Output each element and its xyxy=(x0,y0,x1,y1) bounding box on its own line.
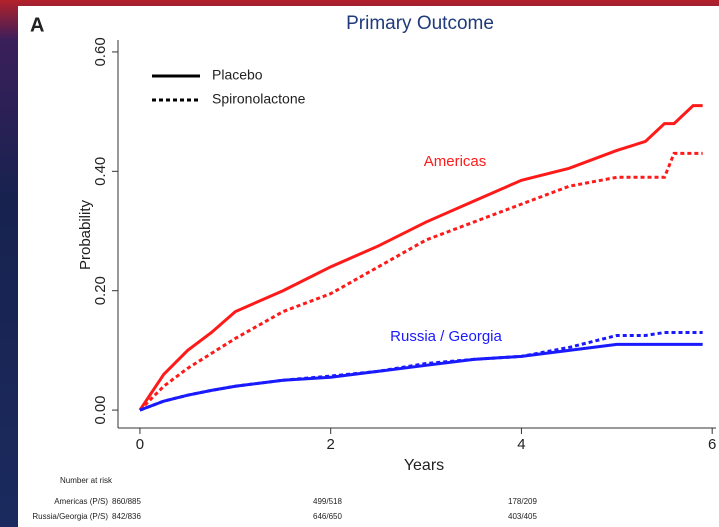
chart-title: Primary Outcome xyxy=(346,13,494,34)
risk-value: 646/650 xyxy=(313,512,342,521)
risk-value: 842/836 xyxy=(112,512,141,521)
annotation: Russia / Georgia xyxy=(390,328,502,345)
risk-row-label: Americas (P/S) xyxy=(54,497,108,506)
y-tick-label: 0.60 xyxy=(92,37,109,66)
risk-value: 178/209 xyxy=(508,497,537,506)
x-tick-label: 0 xyxy=(136,436,144,453)
x-axis-label: Years xyxy=(404,457,444,474)
legend-label: Spironolactone xyxy=(212,91,306,107)
series-line xyxy=(138,151,703,412)
x-tick-label: 4 xyxy=(517,436,525,453)
y-tick-label: 0.40 xyxy=(92,157,109,186)
legend-label: Placebo xyxy=(212,67,263,83)
series-line xyxy=(139,330,703,412)
panel-label: A xyxy=(30,14,44,36)
y-tick-label: 0.00 xyxy=(92,395,109,424)
risk-value: 499/518 xyxy=(313,497,342,506)
risk-value: 403/405 xyxy=(508,512,537,521)
panel xyxy=(18,6,719,527)
risk-table-title: Number at risk xyxy=(60,476,113,485)
risk-value: 860/885 xyxy=(112,497,141,506)
risk-row-label: Russia/Georgia (P/S) xyxy=(32,512,108,521)
annotation: Americas xyxy=(424,153,487,170)
y-tick-label: 0.20 xyxy=(92,276,109,305)
y-axis-label: Probability xyxy=(77,199,94,270)
series-line xyxy=(138,104,703,411)
x-tick-label: 2 xyxy=(327,436,335,453)
x-tick-label: 6 xyxy=(708,436,716,453)
